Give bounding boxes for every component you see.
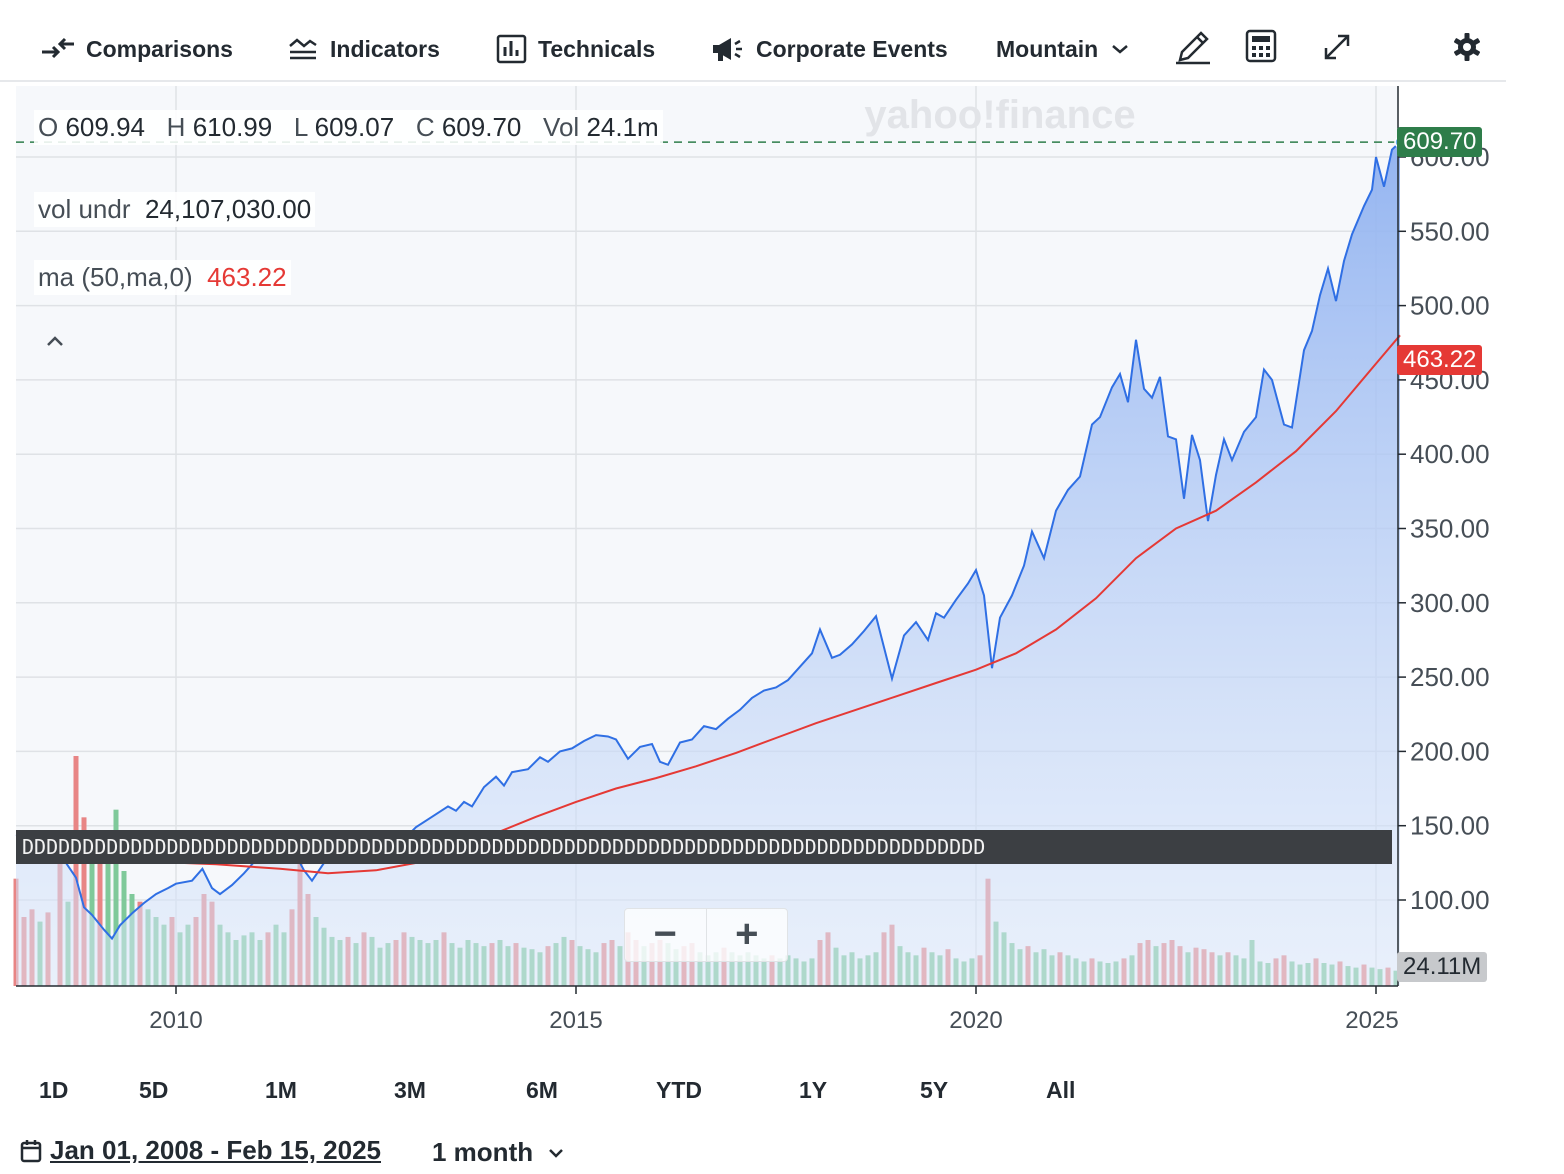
- range-all[interactable]: All: [1046, 1077, 1076, 1103]
- volume-label: Vol: [543, 112, 580, 142]
- range-1d[interactable]: 1D: [39, 1077, 69, 1103]
- y-tick-label: 400.00: [1410, 439, 1490, 469]
- calculator-icon: [1245, 29, 1277, 63]
- chevron-up-icon: [47, 336, 63, 346]
- range-6m[interactable]: 6M: [526, 1077, 558, 1103]
- y-tick-label: 350.00: [1410, 514, 1490, 544]
- high-label: H: [166, 112, 186, 142]
- low-label: L: [293, 112, 308, 142]
- range-5y[interactable]: 5Y: [920, 1077, 949, 1103]
- volume-tag: 24.11M: [1397, 952, 1488, 982]
- x-axis-ticks: 2010 2015 2020 2025: [149, 986, 1399, 1034]
- indicators-button[interactable]: Indicators: [288, 30, 440, 68]
- vol-indicator-label: vol undr: [38, 194, 131, 224]
- y-axis-ticks: 100.00 150.00 200.00 250.00 300.00 350.00 400.…: [1398, 142, 1490, 915]
- volume-bar: [113, 809, 119, 986]
- ma-indicator-value: 463.22: [207, 262, 287, 292]
- y-tick-label: 100.00: [1410, 885, 1490, 915]
- indicators-label: Indicators: [330, 35, 440, 62]
- pencil-icon: [1176, 31, 1210, 65]
- expand-icon: [1324, 34, 1350, 60]
- interval-dropdown[interactable]: 1 month: [432, 1137, 565, 1168]
- corporate-events-label: Corporate Events: [756, 35, 948, 62]
- last-price-tag: 609.70: [1397, 127, 1483, 158]
- zoom-in-button[interactable]: +: [705, 909, 788, 961]
- technicals-button[interactable]: Technicals: [496, 30, 655, 68]
- calendar-icon: [20, 1139, 42, 1162]
- corporate-events-button[interactable]: Corporate Events: [710, 30, 948, 68]
- zoom-control: − +: [624, 908, 788, 962]
- x-tick-label: 2010: [149, 1007, 202, 1034]
- zoom-out-button[interactable]: −: [653, 912, 677, 956]
- price-area: [16, 142, 1400, 987]
- volume-bar: [105, 855, 111, 986]
- y-tick-label: 300.00: [1410, 588, 1490, 618]
- settings-button[interactable]: [1452, 32, 1482, 67]
- x-tick-label: 2020: [949, 1007, 1002, 1034]
- close-value: 609.70: [441, 112, 522, 142]
- ma-price-tag: 463.22: [1397, 345, 1483, 376]
- chart-toolbar: Comparisons Indicators Technicals Corpor…: [0, 0, 1506, 82]
- range-5d[interactable]: 5D: [139, 1077, 169, 1103]
- chart-style-dropdown[interactable]: Mountain: [996, 30, 1130, 68]
- y-tick-label: 200.00: [1410, 736, 1490, 766]
- y-tick-label: 550.00: [1410, 216, 1490, 246]
- y-tick-label: 250.00: [1410, 662, 1490, 692]
- interval-label: 1 month: [432, 1137, 534, 1167]
- watermark: yahoo!finance: [864, 93, 1135, 137]
- y-tick-label: 150.00: [1410, 811, 1490, 841]
- chevron-down-icon: [1112, 45, 1129, 54]
- chevron-down-icon: [549, 1148, 563, 1158]
- calculator-button[interactable]: [1244, 28, 1278, 69]
- chart-style-label: Mountain: [996, 35, 1099, 62]
- gear-icon: [1453, 33, 1481, 61]
- high-value: 610.99: [192, 112, 273, 142]
- draw-button[interactable]: [1174, 28, 1212, 71]
- technicals-label: Technicals: [538, 35, 656, 62]
- ma-indicator-label: ma (50,ma,0): [38, 262, 193, 292]
- comparisons-label: Comparisons: [86, 35, 233, 62]
- open-value: 609.94: [65, 112, 145, 142]
- date-range-picker[interactable]: Jan 01, 2008 - Feb 15, 2025: [20, 1135, 381, 1166]
- volume-bar: [81, 817, 87, 986]
- collapse-legend-button[interactable]: [44, 328, 66, 356]
- indicators-icon: [289, 38, 317, 60]
- vol-indicator-value: 24,107,030.00: [144, 194, 312, 224]
- range-3m[interactable]: 3M: [394, 1077, 426, 1103]
- ohlc-legend: O 609.94 H 610.99 L 609.07 C 609.70 Vol …: [34, 110, 663, 145]
- technicals-icon: [496, 34, 527, 64]
- open-label: O: [38, 112, 59, 142]
- comparisons-button[interactable]: Comparisons: [40, 30, 233, 68]
- volume-bar: [73, 756, 79, 986]
- range-1m[interactable]: 1M: [265, 1077, 297, 1103]
- x-tick-label: 2025: [1345, 1007, 1398, 1034]
- y-tick-label: 500.00: [1410, 291, 1490, 321]
- vol-indicator-legend[interactable]: vol undr 24,107,030.00: [34, 192, 316, 227]
- volume-value: 24.1m: [586, 112, 659, 142]
- fullscreen-button[interactable]: [1322, 28, 1352, 69]
- close-label: C: [415, 112, 435, 142]
- volume-bar: [97, 840, 103, 986]
- ma-indicator-legend[interactable]: ma (50,ma,0) 463.22: [34, 260, 291, 295]
- navigator-strip[interactable]: DDDDDDDDDDDDDDDDDDDDDDDDDDDDDDDDDDDDDDDD…: [16, 830, 1392, 864]
- range-1y[interactable]: 1Y: [799, 1077, 828, 1103]
- date-range-text: Jan 01, 2008 - Feb 15, 2025: [50, 1135, 381, 1165]
- comparisons-icon: [42, 37, 74, 59]
- low-value: 609.07: [314, 112, 395, 142]
- megaphone-icon: [713, 38, 742, 61]
- x-tick-label: 2015: [549, 1007, 602, 1034]
- range-ytd[interactable]: YTD: [656, 1077, 702, 1103]
